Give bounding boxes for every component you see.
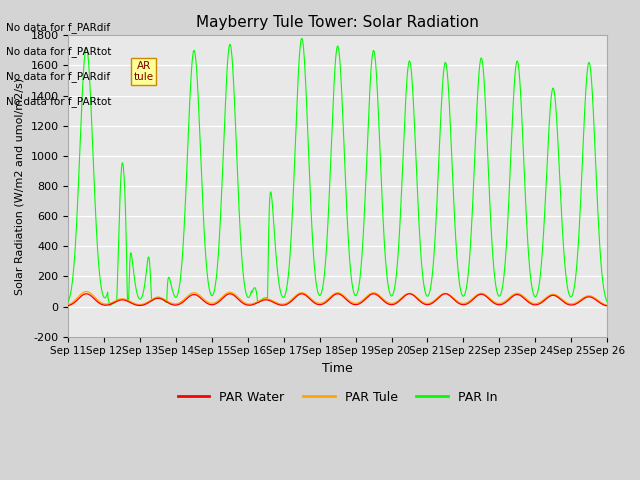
Legend: PAR Water, PAR Tule, PAR In: PAR Water, PAR Tule, PAR In: [173, 386, 502, 409]
Text: No data for f_PARtot: No data for f_PARtot: [6, 47, 112, 58]
Text: No data for f_PARdif: No data for f_PARdif: [6, 22, 111, 33]
Y-axis label: Solar Radiation (W/m2 and umol/m2/s): Solar Radiation (W/m2 and umol/m2/s): [15, 77, 25, 295]
Text: AR
tule: AR tule: [134, 60, 154, 82]
Title: Mayberry Tule Tower: Solar Radiation: Mayberry Tule Tower: Solar Radiation: [196, 15, 479, 30]
X-axis label: Time: Time: [323, 362, 353, 375]
Text: No data for f_PARdif: No data for f_PARdif: [6, 72, 111, 83]
Text: No data for f_PARtot: No data for f_PARtot: [6, 96, 112, 108]
